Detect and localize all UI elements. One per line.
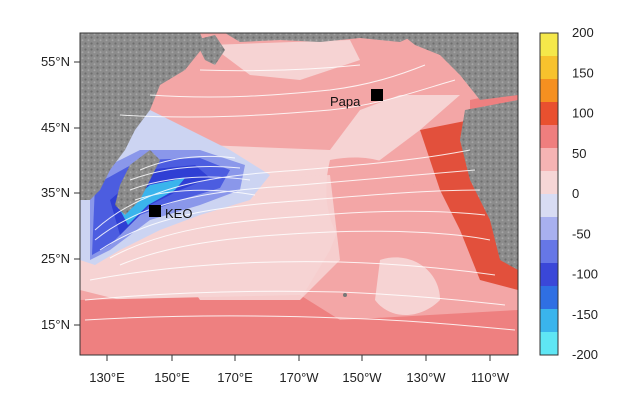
colorbar-label: 0 — [572, 186, 579, 201]
colorbar-label: -150 — [572, 307, 598, 322]
colorbar-label: -100 — [572, 267, 598, 282]
lat-tick-label: 25°N — [41, 251, 70, 266]
colorbar-swatch — [540, 171, 558, 195]
lon-tick-label: 130°E — [89, 370, 125, 385]
colorbar-label: 150 — [572, 65, 594, 80]
colorbar-label: 50 — [572, 146, 586, 161]
colorbar-swatch — [540, 33, 558, 57]
colorbar-label: -200 — [572, 347, 598, 362]
lat-axis: 55°N 45°N 35°N 25°N 15°N — [41, 54, 80, 332]
lon-tick-label: 110°W — [471, 370, 510, 385]
lat-tick-label: 55°N — [41, 54, 70, 69]
station-keo: KEO — [149, 205, 192, 221]
land-kamchatka — [195, 35, 225, 65]
colorbar-swatch — [540, 263, 558, 287]
station-keo-label: KEO — [165, 206, 192, 221]
station-papa-label: Papa — [330, 94, 361, 109]
ocean-pink-patch — [326, 157, 420, 263]
ocean-light-pink-east — [375, 257, 440, 315]
colorbar-swatch — [540, 309, 558, 333]
lon-tick-label: 150°W — [342, 370, 382, 385]
land-hawaii — [343, 293, 347, 297]
lon-axis: 130°E 150°E 170°E 170°W 150°W 130°W 110°… — [89, 355, 510, 385]
lat-tick-label: 15°N — [41, 317, 70, 332]
ocean-light-pink-north — [210, 40, 360, 80]
colorbar-swatch — [540, 332, 558, 356]
lon-tick-label: 170°W — [279, 370, 319, 385]
colorbar-swatch — [540, 217, 558, 241]
colorbar-swatch — [540, 125, 558, 149]
colorbar-swatch — [540, 194, 558, 218]
lon-tick-label: 150°E — [154, 370, 190, 385]
ocean-salmon-south — [80, 295, 518, 355]
colorbar-swatch — [540, 286, 558, 310]
land-alaska — [400, 33, 518, 100]
station-papa-marker — [371, 89, 383, 101]
colorbar-label: 100 — [572, 106, 594, 121]
lat-tick-label: 45°N — [41, 120, 70, 135]
colorbar-swatch — [540, 56, 558, 80]
lat-tick-label: 35°N — [41, 185, 70, 200]
colorbar: 200 150 100 50 0 -50 -100 -150 -200 — [539, 25, 598, 362]
lon-tick-label: 130°W — [406, 370, 446, 385]
land-north-america — [460, 100, 518, 270]
land-alaska-coast — [225, 33, 420, 42]
lon-tick-label: 170°E — [217, 370, 253, 385]
map-plot-area — [80, 33, 518, 355]
colorbar-swatch — [540, 240, 558, 264]
colorbar-swatch — [540, 148, 558, 172]
colorbar-frame — [539, 32, 559, 356]
contour-lines — [84, 64, 516, 331]
colorbar-swatch — [540, 102, 558, 126]
station-keo-marker — [149, 205, 161, 217]
colorbar-swatch — [540, 79, 558, 103]
colorbar-label: -50 — [572, 226, 591, 241]
station-papa: Papa — [330, 89, 383, 109]
colorbar-label: 200 — [572, 25, 594, 40]
